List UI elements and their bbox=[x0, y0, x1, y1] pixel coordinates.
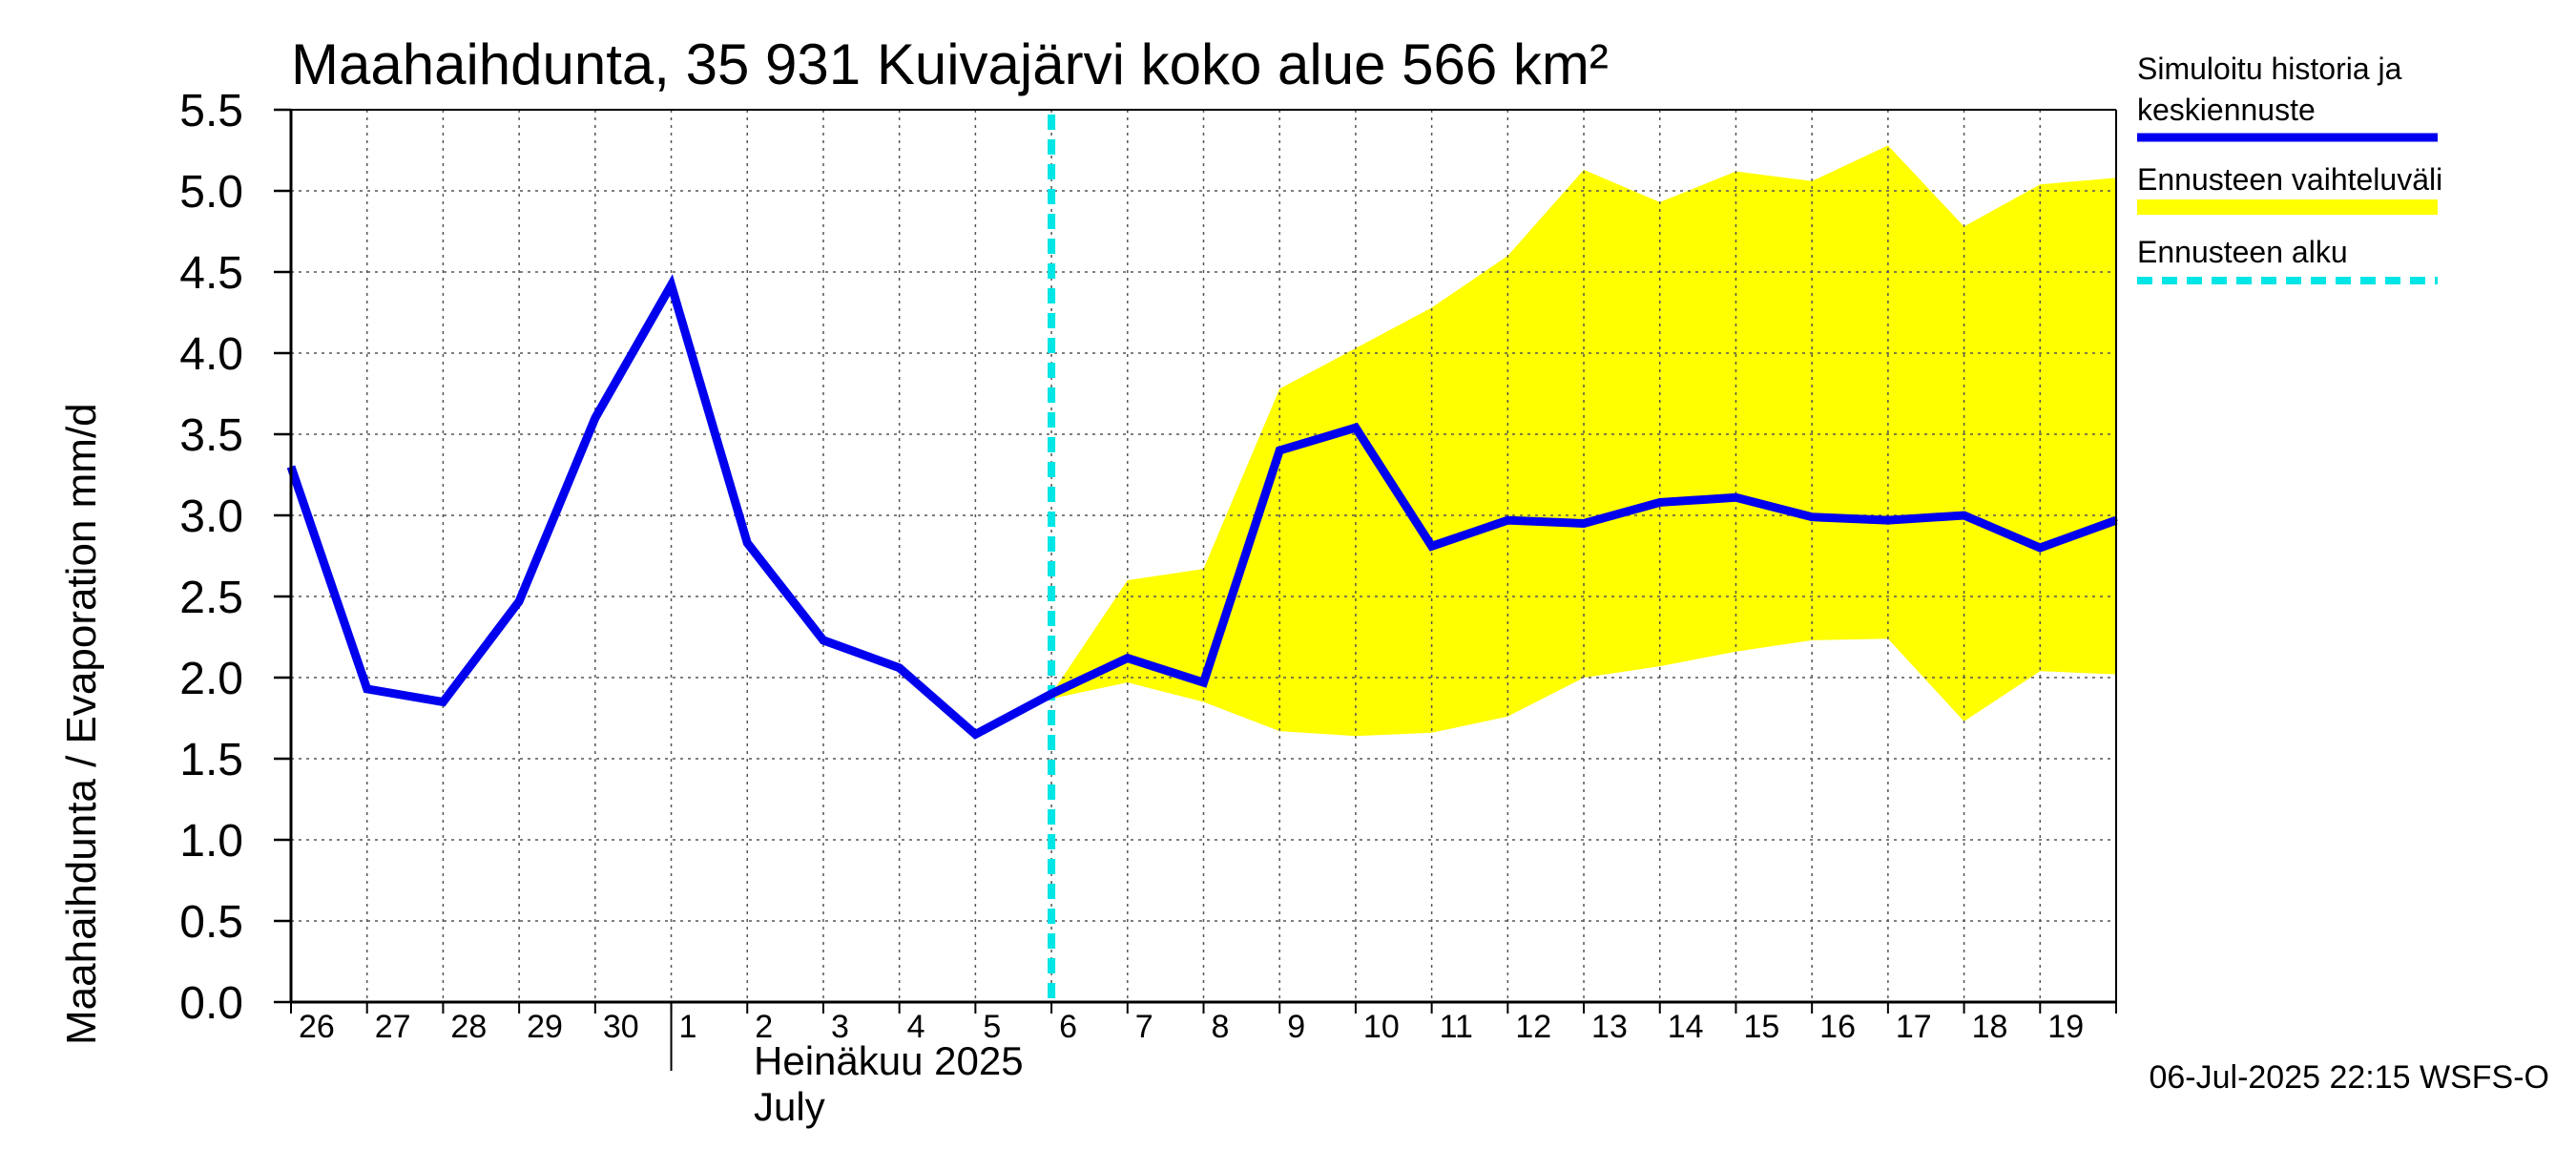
data-point bbox=[1278, 449, 1281, 452]
x-tick-label: 3 bbox=[831, 1009, 849, 1045]
data-point bbox=[1734, 495, 1737, 499]
x-tick-label: 14 bbox=[1668, 1009, 1704, 1045]
x-tick-label: 10 bbox=[1363, 1009, 1400, 1045]
data-point bbox=[1658, 500, 1662, 504]
x-tick-label: 29 bbox=[527, 1009, 563, 1045]
x-tick-label: 12 bbox=[1515, 1009, 1551, 1045]
data-point bbox=[745, 541, 749, 545]
data-point bbox=[898, 666, 902, 670]
data-point bbox=[1963, 513, 1966, 517]
y-tick-label: 0.0 bbox=[179, 978, 243, 1029]
data-point bbox=[2038, 546, 2042, 550]
x-tick-label: 17 bbox=[1896, 1009, 1932, 1045]
x-tick-label: 9 bbox=[1287, 1009, 1305, 1045]
y-tick-label: 1.5 bbox=[179, 735, 243, 785]
data-point bbox=[1049, 692, 1053, 696]
data-point bbox=[593, 416, 597, 420]
x-tick-label: 16 bbox=[1819, 1009, 1856, 1045]
legend-label-history-line2: keskiennuste bbox=[2137, 93, 2316, 127]
y-tick-label: 2.5 bbox=[179, 573, 243, 623]
x-tick-label: 28 bbox=[450, 1009, 487, 1045]
x-tick-label: 8 bbox=[1212, 1009, 1230, 1045]
y-tick-label: 4.0 bbox=[179, 329, 243, 380]
y-tick-label: 3.0 bbox=[179, 491, 243, 542]
y-tick-label: 5.5 bbox=[179, 86, 243, 136]
y-tick-label: 2.0 bbox=[179, 654, 243, 704]
data-point bbox=[1582, 522, 1586, 525]
y-tick-label: 4.5 bbox=[179, 248, 243, 299]
data-point bbox=[441, 700, 445, 703]
chart-title: Maahaihdunta, 35 931 Kuivajärvi koko alu… bbox=[291, 32, 1609, 96]
data-point bbox=[365, 687, 369, 691]
month-label-en: July bbox=[754, 1084, 825, 1129]
x-tick-label: 13 bbox=[1591, 1009, 1628, 1045]
y-tick-label: 5.0 bbox=[179, 167, 243, 218]
data-point bbox=[821, 638, 825, 642]
data-point bbox=[1202, 680, 1205, 684]
data-point bbox=[670, 283, 674, 287]
x-tick-label: 2 bbox=[755, 1009, 773, 1045]
x-tick-label: 19 bbox=[2047, 1009, 2084, 1045]
month-label-fi: Heinäkuu 2025 bbox=[754, 1038, 1024, 1083]
x-tick-label: 15 bbox=[1743, 1009, 1779, 1045]
x-tick-label: 7 bbox=[1135, 1009, 1153, 1045]
x-tick-label: 26 bbox=[299, 1009, 335, 1045]
legend-label-forecast-start: Ennusteen alku bbox=[2137, 235, 2348, 269]
x-tick-label: 1 bbox=[679, 1009, 697, 1045]
x-tick-label: 5 bbox=[983, 1009, 1001, 1045]
data-point bbox=[1430, 544, 1434, 548]
legend-label-history-line1: Simuloitu historia ja bbox=[2137, 52, 2402, 86]
data-point bbox=[517, 599, 521, 603]
x-tick-label: 6 bbox=[1059, 1009, 1077, 1045]
data-point bbox=[1354, 426, 1358, 429]
y-tick-label: 1.0 bbox=[179, 816, 243, 867]
x-tick-label: 4 bbox=[907, 1009, 925, 1045]
y-tick-label: 3.5 bbox=[179, 410, 243, 461]
legend-label-range: Ennusteen vaihteluväli bbox=[2137, 162, 2442, 197]
legend: Simuloitu historia ja keskiennuste Ennus… bbox=[2137, 52, 2442, 284]
x-tick-label: 18 bbox=[1972, 1009, 2008, 1045]
data-point bbox=[1126, 657, 1130, 660]
x-tick-label: 30 bbox=[603, 1009, 639, 1045]
x-tick-label: 11 bbox=[1440, 1009, 1473, 1045]
x-tick-label: 27 bbox=[375, 1009, 411, 1045]
footer-timestamp: 06-Jul-2025 22:15 WSFS-O bbox=[2149, 1059, 2549, 1096]
y-axis-label: Maahaihdunta / Evaporation mm/d bbox=[58, 403, 105, 1045]
data-point bbox=[973, 733, 977, 736]
data-point bbox=[1810, 515, 1814, 519]
y-tick-label: 0.5 bbox=[179, 897, 243, 948]
data-point bbox=[1506, 518, 1509, 522]
data-point bbox=[1886, 518, 1890, 522]
